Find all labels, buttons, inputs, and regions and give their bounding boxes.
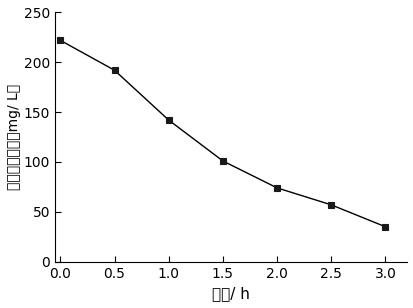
X-axis label: 时间/ h: 时间/ h [211, 286, 249, 301]
Y-axis label: 化学耗氧量／（mg/ L）: 化学耗氧量／（mg/ L） [7, 84, 21, 190]
